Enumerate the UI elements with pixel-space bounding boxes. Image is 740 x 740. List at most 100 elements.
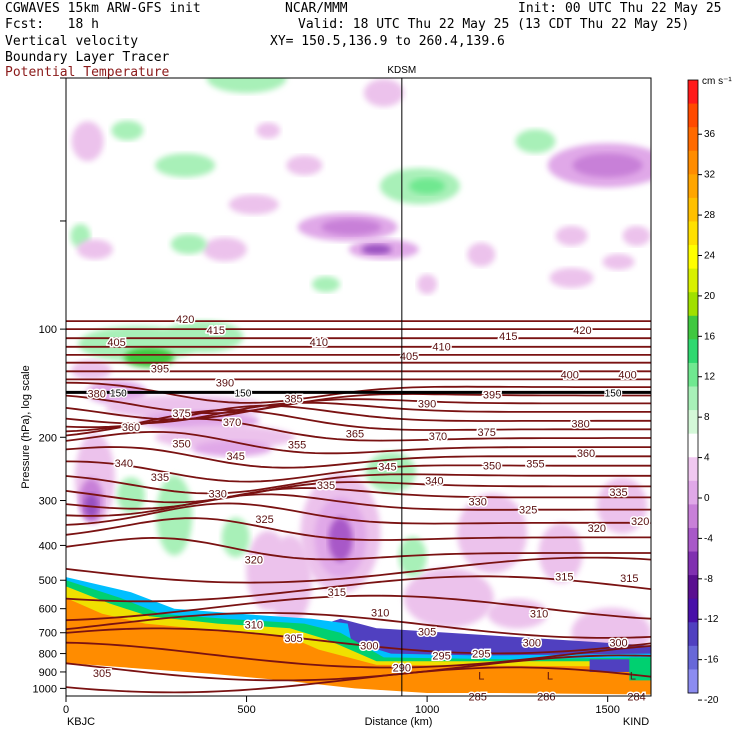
- tropopause-label: 150: [235, 388, 252, 399]
- colorbar-tick-label: 16: [704, 331, 716, 342]
- theta-label: 285: [468, 691, 486, 703]
- theta-label: 360: [122, 422, 140, 434]
- y-tick-label: 900: [39, 667, 57, 679]
- colorbar-tick-label: -4: [704, 533, 713, 544]
- tropopause-label: 150: [110, 388, 127, 399]
- theta-label: 335: [151, 472, 169, 484]
- theta-label: 380: [88, 388, 106, 400]
- colorbar-swatch: [688, 174, 698, 198]
- x-tick-label: 500: [237, 704, 255, 716]
- y-tick-label: 700: [39, 628, 57, 640]
- colorbar-swatch: [688, 221, 698, 245]
- y-tick-label: 800: [39, 649, 57, 661]
- theta-label: 390: [216, 378, 234, 390]
- y-axis-label: Pressure (hPa), log scale: [20, 365, 32, 489]
- low-marker: L: [478, 670, 484, 682]
- station-label: KDSM: [387, 65, 416, 76]
- theta-label: 330: [468, 497, 486, 509]
- vertical-velocity-region: [362, 244, 392, 254]
- theta-label: 415: [499, 331, 517, 343]
- vertical-velocity-region: [268, 535, 312, 625]
- y-tick-label: 500: [39, 575, 57, 587]
- vertical-velocity-region: [286, 155, 322, 175]
- theta-label: 350: [483, 460, 501, 472]
- theta-label: 375: [172, 408, 190, 420]
- theta-label: 345: [227, 451, 245, 463]
- colorbar-swatch: [688, 80, 698, 104]
- theta-label: 330: [208, 489, 226, 501]
- theta-label: 395: [151, 364, 169, 376]
- theta-label: 350: [172, 439, 190, 451]
- vertical-velocity-region: [409, 178, 445, 194]
- vertical-velocity-region: [603, 254, 635, 270]
- theta-label: 340: [115, 458, 133, 470]
- theta-label: 300: [360, 641, 378, 653]
- theta-label: 385: [284, 393, 302, 405]
- colorbar-swatch: [688, 481, 698, 505]
- theta-label: 410: [310, 337, 328, 349]
- theta-label: 335: [317, 480, 335, 492]
- theta-label: 375: [478, 427, 496, 439]
- vertical-velocity-region: [203, 237, 247, 261]
- vertical-velocity-region: [312, 276, 340, 292]
- colorbar-tick-label: -8: [704, 574, 713, 585]
- colorbar-swatch: [688, 552, 698, 576]
- low-marker: L: [547, 670, 553, 682]
- colorbar-tick-label: 0: [704, 493, 710, 504]
- colorbar-swatch: [688, 599, 698, 623]
- colorbar-swatch: [688, 339, 698, 363]
- isentrope: [66, 447, 651, 468]
- vertical-velocity-region: [72, 121, 104, 161]
- theta-label: 370: [429, 431, 447, 443]
- theta-label: 355: [526, 458, 544, 470]
- theta-label: 355: [288, 439, 306, 451]
- colorbar-swatch: [688, 104, 698, 128]
- theta-label: 310: [530, 609, 548, 621]
- theta-label: 420: [176, 314, 194, 326]
- theta-label: 295: [432, 651, 450, 663]
- x-start-station: KBJC: [67, 716, 95, 728]
- vertical-velocity-region: [364, 79, 404, 107]
- x-tick-label: 1500: [595, 704, 619, 716]
- theta-label: 286: [537, 691, 555, 703]
- y-tick-label: 200: [39, 432, 57, 444]
- theta-label: 405: [400, 351, 418, 363]
- theta-label: 335: [609, 487, 627, 499]
- colorbar-swatch: [688, 434, 698, 458]
- vertical-velocity-region: [556, 226, 588, 246]
- colorbar-tick-label: 20: [704, 291, 716, 302]
- theta-label: 310: [371, 607, 389, 619]
- colorbar-swatch: [688, 622, 698, 646]
- colorbar-swatch: [688, 292, 698, 316]
- vertical-velocity-region: [229, 195, 279, 215]
- x-axis-label: Distance (km): [365, 716, 433, 728]
- theta-label: 345: [378, 462, 396, 474]
- theta-label: 390: [418, 398, 436, 410]
- theta-label: 284: [627, 691, 645, 703]
- vertical-velocity-region: [111, 120, 143, 140]
- vertical-velocity-region: [321, 219, 381, 235]
- theta-label: 315: [555, 571, 573, 583]
- vertical-velocity-region: [515, 129, 555, 153]
- theta-label: 340: [425, 475, 443, 487]
- theta-label: 295: [472, 649, 490, 661]
- theta-label: 415: [207, 325, 225, 337]
- theta-label: 315: [328, 587, 346, 599]
- y-tick-label: 100: [39, 324, 57, 336]
- x-end-station: KIND: [623, 716, 649, 728]
- colorbar-swatch: [688, 457, 698, 481]
- low-marker: L: [630, 670, 636, 682]
- vertical-velocity-region: [573, 153, 643, 177]
- colorbar-swatch: [688, 646, 698, 670]
- theta-label: 320: [245, 555, 263, 567]
- theta-label: 400: [561, 370, 579, 382]
- vertical-velocity-region: [467, 243, 495, 267]
- colorbar-swatch: [688, 669, 698, 693]
- theta-label: 300: [609, 637, 627, 649]
- theta-label: 410: [432, 341, 450, 353]
- colorbar-tick-label: 8: [704, 412, 710, 423]
- colorbar-swatch: [688, 198, 698, 222]
- y-tick-label: 1000: [33, 683, 57, 695]
- colorbar-tick-label: 24: [704, 250, 716, 261]
